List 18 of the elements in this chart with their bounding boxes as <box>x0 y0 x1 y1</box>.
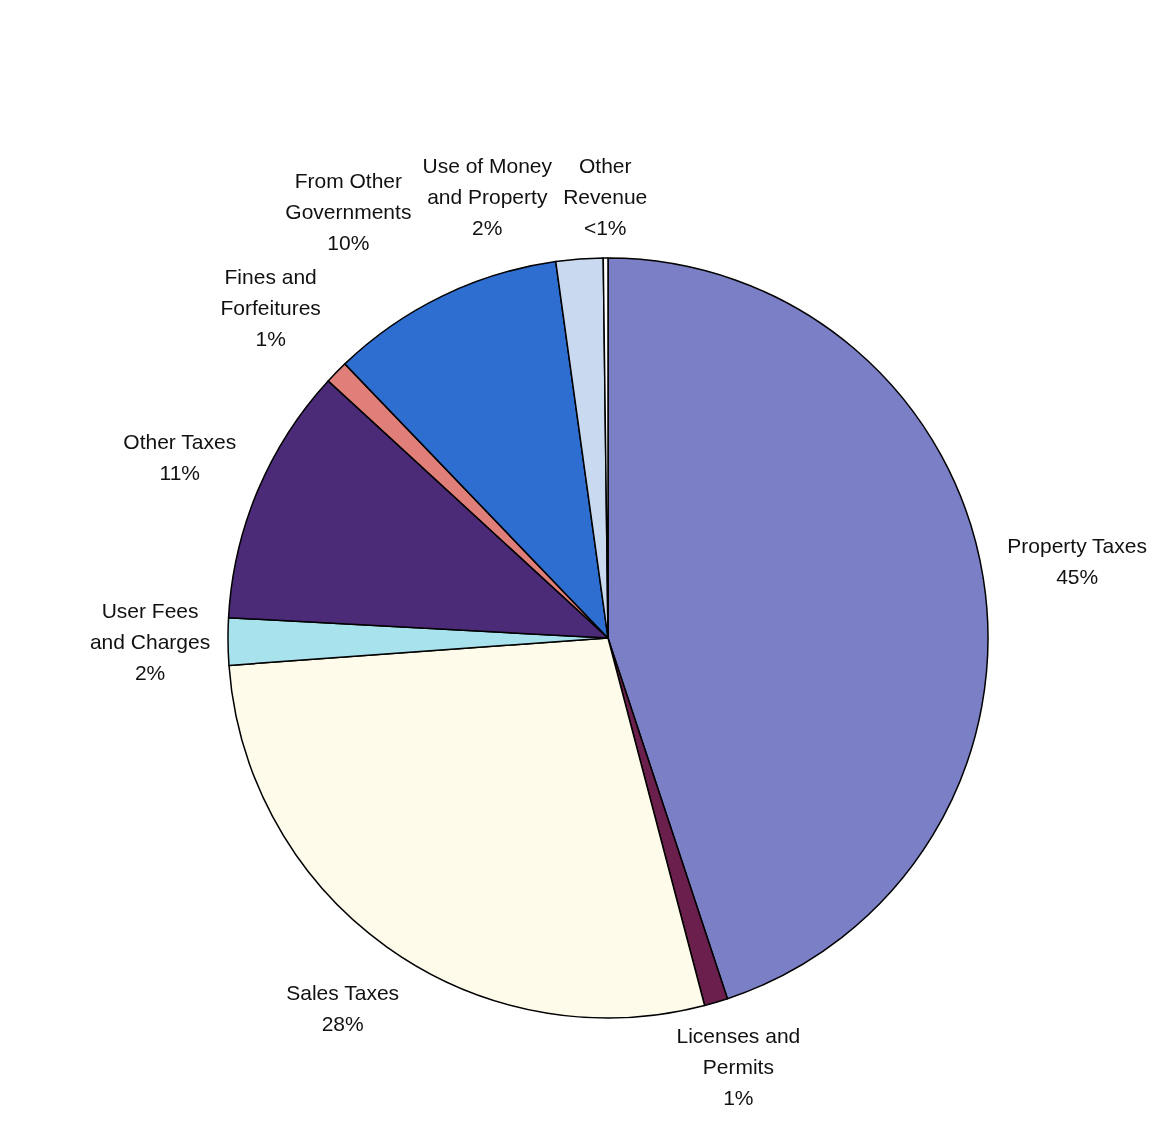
data-label: <1% <box>583 216 627 240</box>
slice-label: Fines and Forfeitures <box>220 264 321 319</box>
slice-label: User Fees and Charges <box>89 599 211 654</box>
slice-label: Sales Taxes <box>286 981 400 1005</box>
data-label: 2% <box>472 215 503 239</box>
data-label: 45% <box>1056 565 1099 589</box>
data-label: 1% <box>723 1086 754 1110</box>
slice-label: Other Revenue <box>563 154 648 209</box>
data-label: 11% <box>159 461 201 485</box>
slice-label: Licenses and Permits <box>676 1024 801 1079</box>
data-label: 10% <box>327 230 370 254</box>
data-label: 2% <box>134 661 166 685</box>
slice-label: From Other Governments <box>285 168 412 223</box>
data-label: 1% <box>255 326 286 350</box>
slice-label: Property Taxes <box>1007 534 1147 558</box>
data-label: 28% <box>321 1012 364 1036</box>
slice-label: Other Taxes <box>123 430 237 454</box>
slice-label: Use of Money and Property <box>422 153 553 208</box>
